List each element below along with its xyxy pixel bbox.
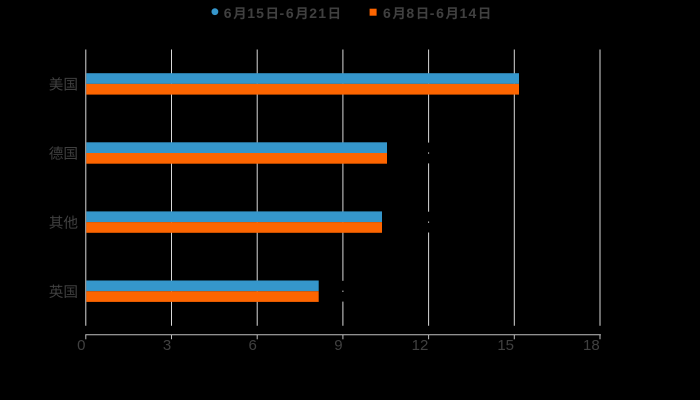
svg-text:2: 2: [309, 5, 317, 21]
svg-text:4: 4: [468, 5, 476, 21]
svg-text:-: -: [430, 5, 435, 21]
svg-text:5: 5: [256, 5, 264, 21]
svg-text:18: 18: [583, 337, 600, 354]
svg-text:6: 6: [224, 5, 232, 21]
svg-text:-: -: [280, 5, 285, 21]
svg-text:6: 6: [436, 5, 444, 21]
svg-text:1: 1: [318, 5, 326, 21]
svg-text:6: 6: [383, 5, 391, 21]
svg-text:15: 15: [497, 337, 514, 354]
svg-text:8: 8: [406, 5, 414, 21]
svg-text:12: 12: [412, 337, 429, 354]
svg-text:9: 9: [334, 337, 342, 354]
svg-text:6: 6: [249, 337, 257, 354]
svg-text:1: 1: [460, 5, 468, 21]
svg-text:0: 0: [77, 337, 85, 354]
svg-text:3: 3: [163, 337, 171, 354]
svg-text:6: 6: [286, 5, 294, 21]
svg-text:1: 1: [247, 5, 255, 21]
